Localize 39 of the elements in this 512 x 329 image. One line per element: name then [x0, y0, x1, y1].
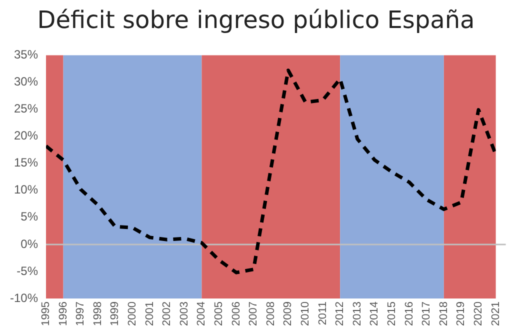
- chart-title: Déficit sobre ingreso público España: [36, 5, 476, 36]
- x-tick-label: 2013: [351, 302, 364, 326]
- x-tick-label: 2009: [282, 302, 294, 326]
- y-tick-label: -10%: [10, 290, 38, 305]
- x-tick-label: 1999: [109, 302, 122, 326]
- x-tick-label: 2018: [438, 302, 450, 326]
- x-tick-label: 1998: [92, 302, 104, 326]
- y-tick-label: 15%: [14, 156, 38, 170]
- x-tick-label: 2001: [144, 302, 156, 326]
- x-tick-label: 2005: [213, 302, 226, 326]
- x-tick-label: 2007: [248, 302, 260, 326]
- y-tick-label: 35%: [14, 48, 38, 62]
- x-tick-label: 2015: [386, 302, 398, 326]
- x-tick-label: 2000: [126, 302, 139, 326]
- y-tick-label: 5%: [20, 210, 38, 224]
- x-tick-label: 2017: [420, 302, 433, 326]
- x-tick-label: 2021: [490, 302, 502, 326]
- x-tick-label: 2020: [472, 302, 485, 326]
- y-tick-label: 10%: [14, 182, 38, 197]
- y-tick-label: 0%: [20, 236, 38, 251]
- x-tick-label: 2011: [316, 302, 329, 326]
- line-series: [46, 68, 496, 274]
- x-tick-label: 2006: [230, 302, 242, 326]
- y-tick-label: -5%: [16, 264, 38, 278]
- x-tick-label: 2003: [178, 302, 190, 326]
- x-tick-label: 1995: [40, 302, 52, 326]
- x-tick-label: 2002: [161, 302, 174, 326]
- x-tick-label: 2010: [300, 302, 312, 326]
- x-tick-label: 2014: [368, 302, 381, 326]
- x-tick-label: 1996: [57, 302, 70, 326]
- y-tick-label: 20%: [14, 128, 38, 143]
- x-tick-label: 2004: [196, 302, 208, 326]
- y-tick-label: 25%: [14, 102, 38, 116]
- x-tick-label: 2019: [455, 302, 468, 326]
- y-tick-label: 30%: [14, 74, 38, 89]
- x-tick-label: 1997: [74, 302, 87, 326]
- x-tick-label: 2008: [264, 302, 277, 326]
- x-tick-label: 2016: [403, 302, 416, 326]
- x-tick-label: 2012: [334, 302, 346, 326]
